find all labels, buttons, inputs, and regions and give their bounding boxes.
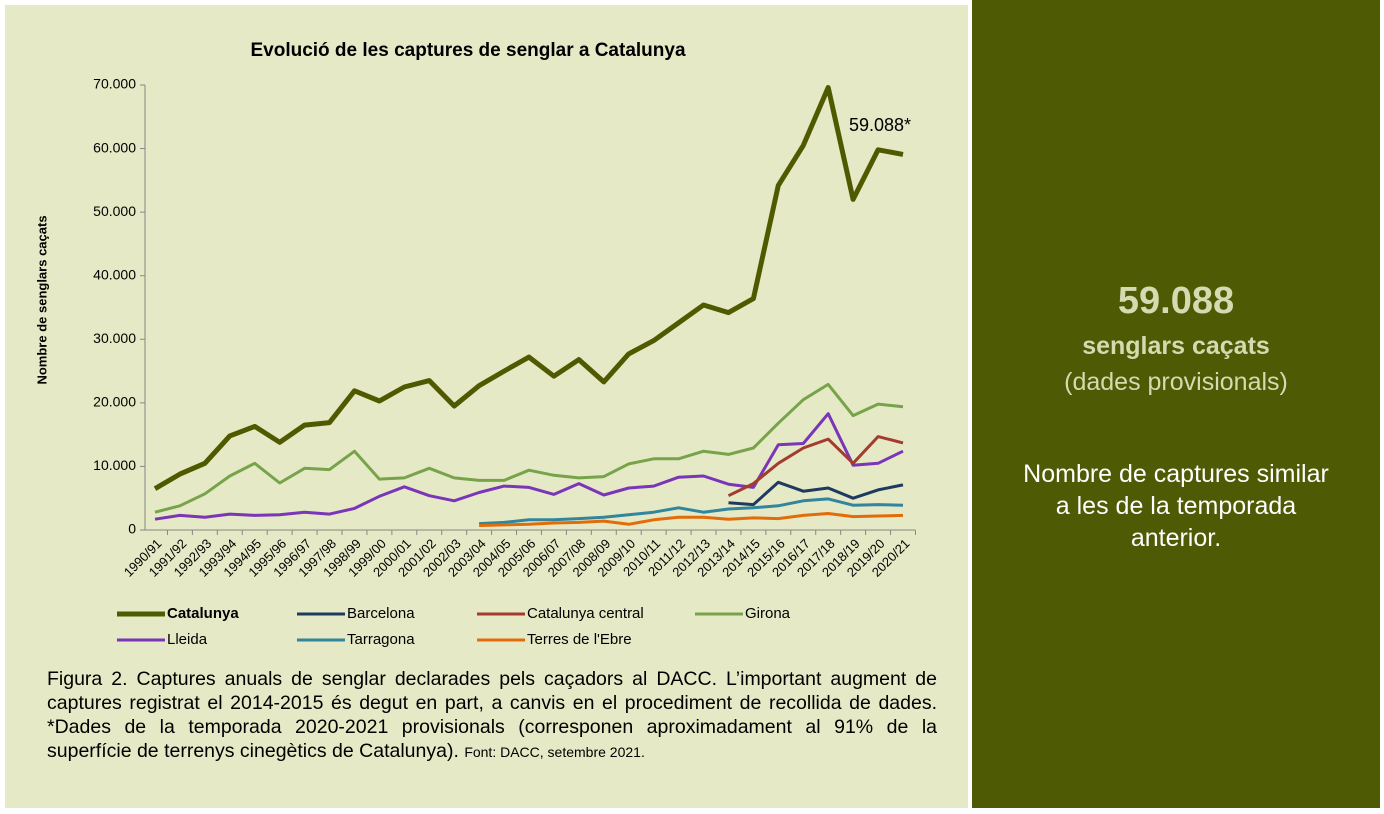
series-line — [727, 435, 904, 498]
y-tick-label: 60.000 — [93, 139, 136, 155]
caption: Figura 2. Captures anuals de senglar dec… — [47, 667, 937, 764]
caption-text: Figura 2. Captures anuals de senglar dec… — [47, 668, 937, 762]
annotation: 59.088* — [849, 115, 911, 135]
chart: Evolució de les captures de senglar a Ca… — [34, 40, 916, 648]
legend-label: Lleida — [167, 631, 208, 648]
subtitle: senglars caçats — [1082, 332, 1270, 360]
legend-label: Tarragona — [347, 631, 415, 648]
series-line — [154, 382, 904, 514]
y-tick-label: 70.000 — [93, 76, 136, 92]
caption-source: Font: DACC, setembre 2021. — [464, 744, 645, 760]
big-number: 59.088 — [1117, 280, 1235, 322]
y-tick-label: 40.000 — [93, 266, 136, 282]
series-line — [154, 412, 904, 521]
chart-title: Evolució de les captures de senglar a Ca… — [250, 40, 685, 61]
info-panel: 59.088 senglars caçats (dades provisiona… — [972, 0, 1380, 808]
y-axis-label: Nombre de senglars caçats — [34, 215, 49, 384]
y-tick-label: 30.000 — [93, 330, 136, 346]
chart-panel: Evolució de les captures de senglar a Ca… — [5, 5, 968, 808]
legend-label: Barcelona — [347, 605, 415, 622]
y-tick-label: 0 — [128, 521, 136, 537]
legend-label: Terres de l'Ebre — [527, 631, 632, 648]
y-tick-label: 50.000 — [93, 203, 136, 219]
series-line — [153, 85, 904, 491]
y-tick-label: 20.000 — [93, 394, 136, 410]
legend-label: Girona — [745, 605, 791, 622]
legend-label: Catalunya central — [527, 605, 644, 622]
series-line — [728, 480, 904, 507]
y-tick-label: 10.000 — [93, 457, 136, 473]
legend-label: Catalunya — [167, 605, 239, 622]
series-line — [479, 512, 904, 527]
message: Nombre de captures similar a les de la t… — [1023, 460, 1329, 552]
note: (dades provisionals) — [1064, 368, 1288, 396]
series-line — [479, 497, 904, 526]
